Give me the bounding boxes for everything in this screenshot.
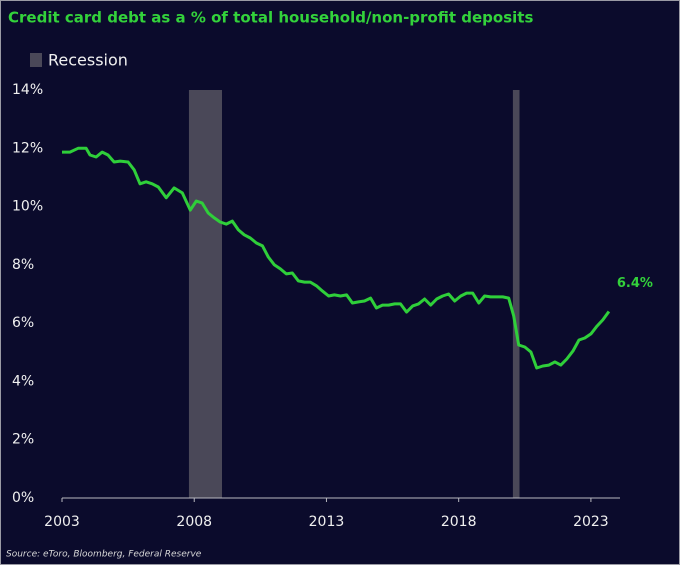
recession-band [512,90,520,498]
y-tick-label: 4% [12,373,34,389]
y-tick-label: 10% [12,199,43,215]
source: Source: eToro, Bloomberg, Federal Reserv… [6,550,202,560]
legend-swatch [30,53,42,67]
recession-band [188,90,222,498]
x-tick-label: 2013 [309,514,345,530]
y-tick-label: 14% [12,82,43,98]
x-tick-label: 2003 [44,514,80,530]
y-tick-label: 12% [12,140,43,156]
x-tick-label: 2008 [176,514,212,530]
x-tick-label: 2018 [441,514,477,530]
legend-label: Recession [48,51,128,70]
y-tick-label: 2% [12,432,34,448]
y-tick-label: 8% [12,257,34,273]
y-tick-label: 0% [12,490,34,506]
y-tick-label: 6% [12,315,34,331]
x-tick-label: 2023 [573,514,609,530]
end-annotation: 6.4% [617,276,653,291]
data-line [62,146,611,370]
chart-title: Credit card debt as a % of total househo… [8,9,533,27]
